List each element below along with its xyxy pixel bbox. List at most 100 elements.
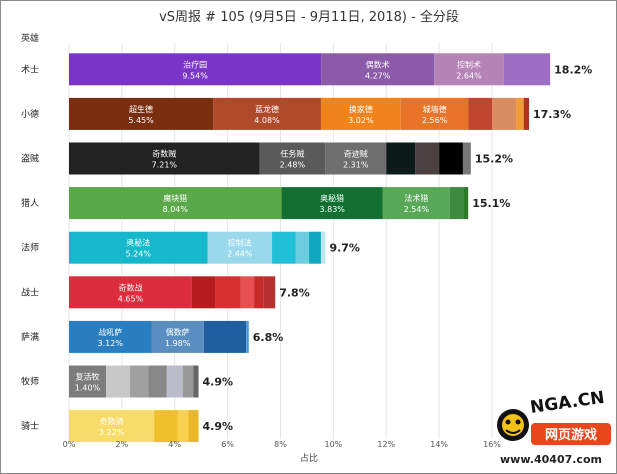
bar-segment — [272, 231, 296, 264]
category-label: 战士 — [21, 286, 39, 298]
bar-segment — [69, 320, 152, 353]
segment-label: 控制法 — [228, 238, 252, 248]
category-label: 小德 — [21, 108, 39, 120]
x-axis-label: 占比 — [300, 452, 318, 464]
bar-segment — [254, 276, 264, 309]
x-tick-label: 0% — [63, 440, 76, 449]
segment-label: 超生德 — [129, 104, 153, 114]
x-tick-label: 8% — [274, 440, 287, 449]
bar-segment — [492, 97, 517, 130]
segment-value: 2.56% — [422, 116, 448, 125]
bar-segment — [188, 410, 199, 443]
bar-segment — [400, 97, 469, 130]
bar-segment — [309, 231, 321, 264]
segment-label: 魔块猎 — [163, 193, 187, 203]
segment-value: 7.21% — [152, 161, 178, 170]
bar-segment — [415, 142, 440, 175]
segment-label: 奇数贼 — [152, 149, 176, 159]
segment-value: 3.02% — [348, 116, 374, 125]
bar-segment — [106, 365, 130, 398]
segment-label: 奇数战 — [118, 282, 142, 292]
category-label: 法师 — [21, 242, 39, 254]
row-total-label: 4.9% — [203, 420, 234, 433]
bar-row: 盗贼 奇数贼 7.21% 任务贼 2.48% 奇迹贼 2.31% 15.2% — [21, 142, 513, 175]
segment-label: 偶数术 — [366, 59, 390, 69]
bar-segment — [386, 142, 416, 175]
bar-segment — [69, 276, 192, 309]
bar-segment — [240, 276, 255, 309]
bar-segment — [449, 187, 464, 220]
bar-segment — [182, 365, 194, 398]
category-label: 骑士 — [21, 420, 39, 432]
category-label: 牧师 — [21, 376, 39, 388]
category-label: 术士 — [21, 63, 39, 75]
bar-segment — [154, 410, 178, 443]
bar-segment — [462, 142, 471, 175]
bar-row: 战士 奇数战 4.65% 7.8% — [21, 276, 310, 309]
bar-row: 术士 治疗园 9.54% 偶数术 4.27% 控制术 2.64% 18.2% — [21, 53, 592, 86]
segment-value: 5.24% — [126, 250, 152, 259]
bars-layer: 术士 治疗园 9.54% 偶数术 4.27% 控制术 2.64% 18.2% 小德 超生德 5.45… — [21, 53, 592, 443]
bar-segment — [191, 276, 216, 309]
segment-value: 4.65% — [118, 294, 144, 303]
x-tick-label: 2% — [116, 440, 129, 449]
watermark-logo: NGA.CN 网页游戏 www.40407.com — [497, 388, 611, 466]
bar-segment — [69, 187, 282, 220]
column-header: 英雄 — [21, 32, 39, 44]
segment-value: 4.08% — [254, 116, 280, 125]
segment-value: 2.48% — [280, 161, 306, 170]
segment-label: 复活牧 — [76, 372, 100, 382]
segment-value: 3.22% — [99, 428, 125, 437]
category-label: 萨满 — [21, 332, 39, 343]
url-text: www.40407.com — [500, 453, 602, 466]
bar-segment — [215, 276, 241, 309]
bar-segment — [320, 231, 326, 264]
segment-value: 9.54% — [182, 71, 208, 80]
segment-value: 1.40% — [75, 384, 101, 393]
bar-segment — [246, 320, 249, 353]
bar-segment — [263, 276, 276, 309]
category-label: 猎人 — [21, 197, 39, 209]
row-total-label: 9.7% — [329, 242, 360, 255]
segment-value: 3.83% — [319, 205, 345, 214]
segment-label: 偶数萨 — [166, 327, 190, 337]
bar-segment — [434, 53, 504, 86]
row-total-label: 7.8% — [279, 286, 310, 299]
nga-logo-text: NGA.CN — [529, 388, 606, 418]
row-total-label: 4.9% — [203, 376, 234, 389]
bar-segment — [177, 410, 189, 443]
bar-segment — [69, 365, 107, 398]
bar-row: 骑士 奇数骑 3.22% 4.9% — [21, 410, 234, 443]
bar-segment — [321, 53, 435, 86]
x-tick-label: 6% — [221, 440, 234, 449]
bar-row: 法师 奥秘法 5.24% 控制法 2.44% 9.7% — [21, 231, 360, 264]
bar-segment — [468, 97, 493, 130]
segment-label: 控制术 — [457, 59, 481, 69]
segment-value: 2.31% — [343, 161, 369, 170]
segment-value: 3.12% — [98, 339, 124, 348]
bar-segment — [69, 97, 214, 130]
bar-segment — [69, 53, 322, 86]
bar-segment — [148, 365, 167, 398]
x-tick-label: 4% — [168, 440, 181, 449]
x-axis-ticks: 0% 2% 4% 6% 8% 10% 12% 14% 16% — [63, 440, 502, 449]
bar-segment — [203, 320, 247, 353]
segment-value: 2.44% — [227, 250, 253, 259]
x-tick-label: 16% — [483, 440, 501, 449]
bar-segment — [69, 231, 208, 264]
bar-segment — [281, 187, 383, 220]
segment-label: 法术猎 — [404, 193, 428, 203]
row-total-label: 18.2% — [554, 63, 592, 76]
segment-value: 1.98% — [165, 339, 191, 348]
bar-segment — [213, 97, 321, 130]
bar-segment — [295, 231, 310, 264]
x-tick-label: 10% — [324, 440, 342, 449]
badge: 网页游戏 — [531, 423, 611, 445]
bar-row: 萨满 战吼萨 3.12% 偶数萨 1.98% 6.8% — [21, 320, 283, 353]
bar-segment — [69, 142, 260, 175]
bar-segment — [382, 187, 450, 220]
segment-value: 4.27% — [365, 71, 391, 80]
bar-segment — [503, 53, 551, 86]
segment-label: 城墙德 — [423, 104, 447, 114]
